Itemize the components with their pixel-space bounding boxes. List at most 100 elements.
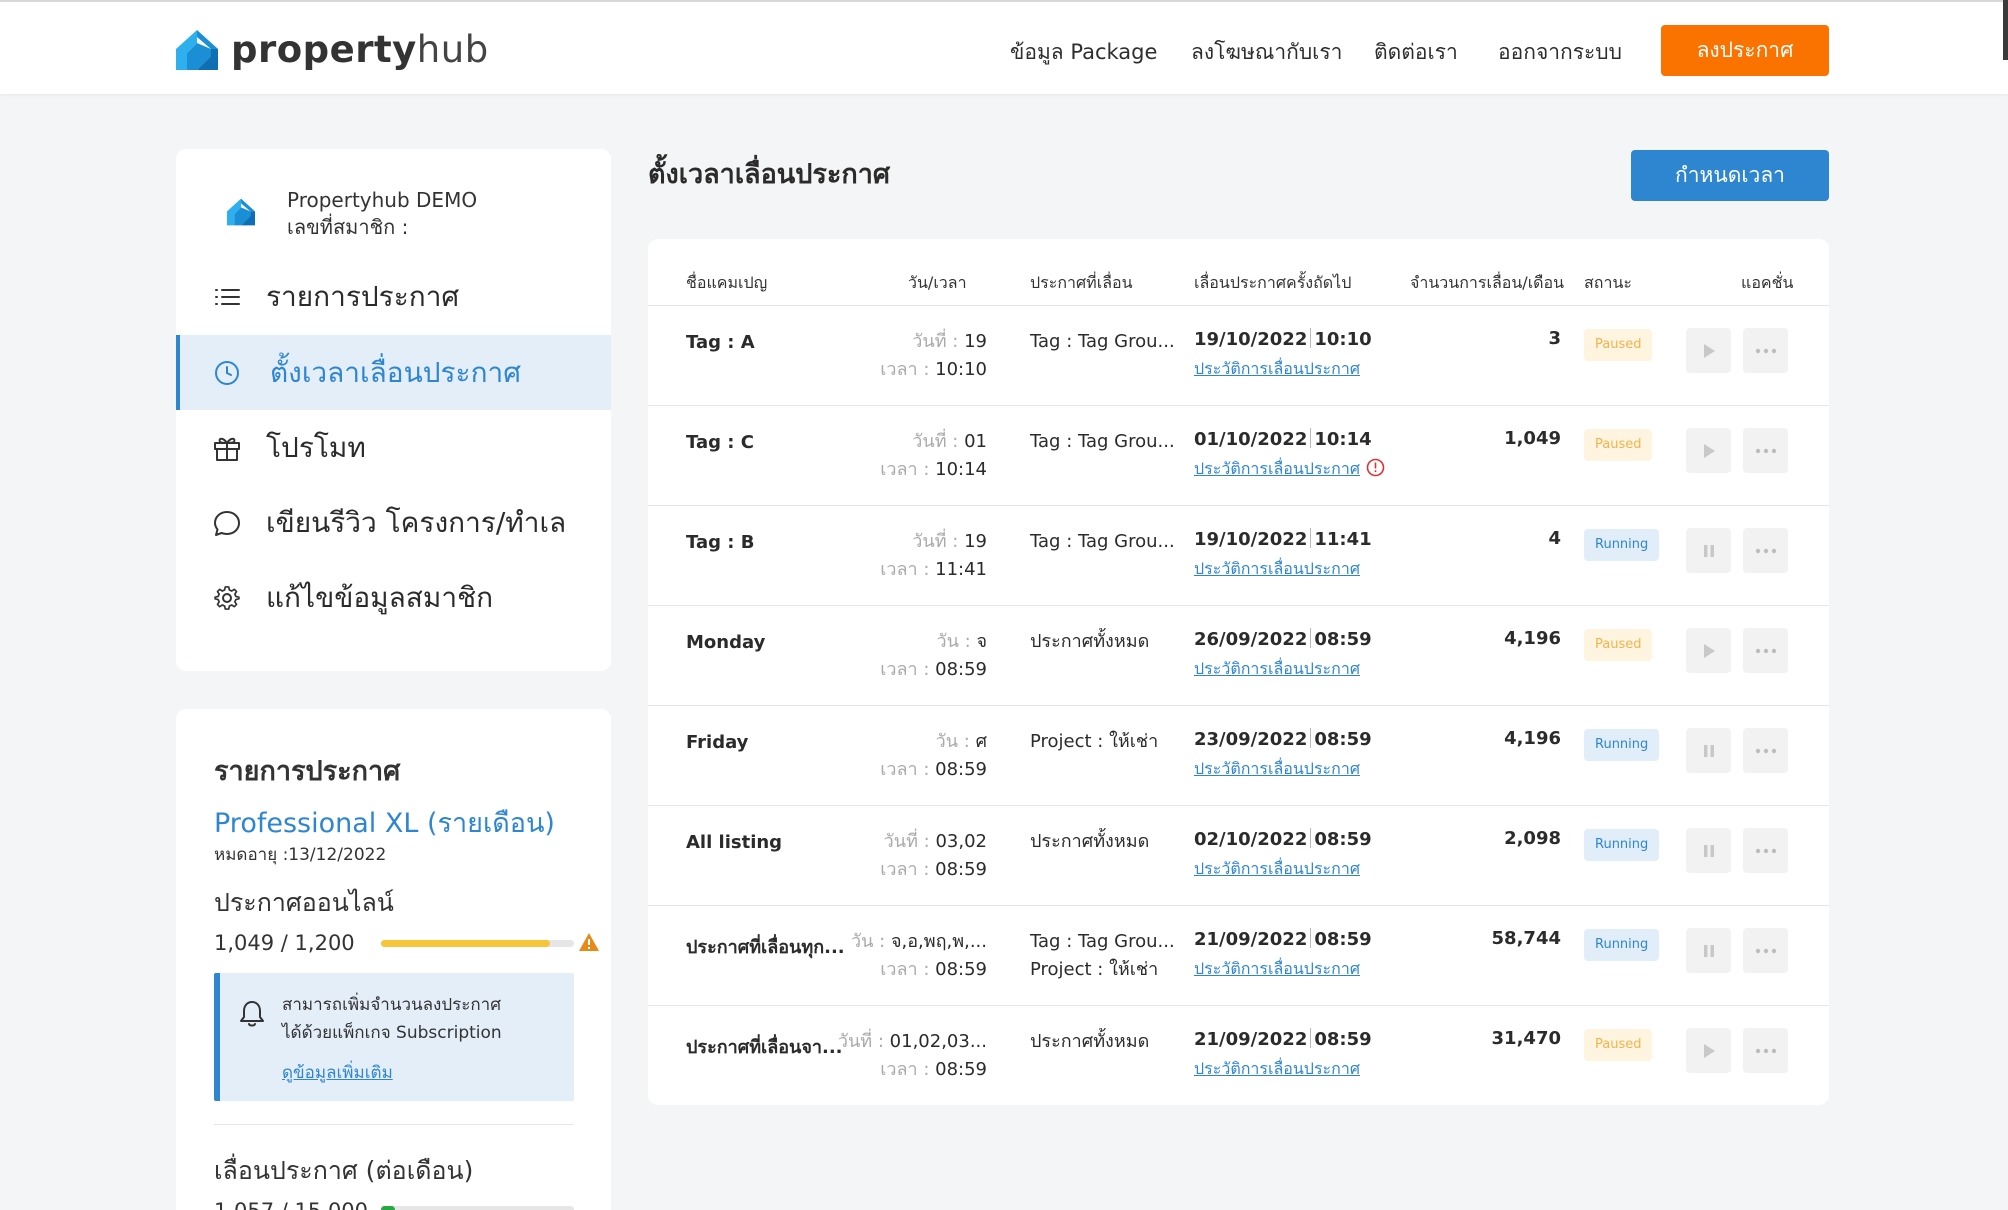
- target-listings: ประกาศทั้งหมด: [1030, 628, 1149, 656]
- day-value: 19: [964, 531, 987, 552]
- time-value: 08:59: [935, 859, 987, 880]
- bump-history-label: ประวัติการเลื่อนประกาศ: [1194, 459, 1360, 478]
- next-bump: 23/09/2022 08:59: [1194, 728, 1372, 750]
- time-label: เวลา :: [880, 959, 930, 980]
- play-button[interactable]: [1686, 1028, 1731, 1073]
- gear-icon: [214, 586, 240, 610]
- day-label: วันที่ :: [912, 531, 959, 552]
- notice-more-info-link[interactable]: ดูข้อมูลเพิ่มเติม: [282, 1063, 393, 1083]
- bump-history-link[interactable]: ประวัติการเลื่อนประกาศ: [1194, 757, 1360, 782]
- play-button[interactable]: [1686, 428, 1731, 473]
- column-header-monthly-count: จำนวนการเลื่อน/เดือน: [1410, 273, 1565, 292]
- next-bump-time: 11:41: [1314, 529, 1372, 550]
- target-line: Project : ให้เช่า: [1030, 959, 1159, 980]
- pause-button[interactable]: [1686, 828, 1731, 873]
- monthly-bump-count: 4: [1548, 528, 1561, 549]
- bump-history-label: ประวัติการเลื่อนประกาศ: [1194, 859, 1360, 878]
- day-label: วัน :: [936, 631, 971, 652]
- more-actions-button[interactable]: [1743, 428, 1788, 473]
- monthly-bump-count: 58,744: [1491, 928, 1561, 949]
- pause-icon: [1703, 544, 1714, 557]
- sidebar-item-schedule[interactable]: ตั้งเวลาเลื่อนประกาศ: [176, 335, 611, 410]
- next-bump-time: 08:59: [1314, 829, 1372, 850]
- more-actions-button[interactable]: [1743, 928, 1788, 973]
- more-actions-button[interactable]: [1743, 528, 1788, 573]
- time-value: 08:59: [935, 959, 987, 980]
- target-listings: Tag : Tag Grou...: [1030, 528, 1175, 556]
- table-row: All listing วันที่ : 03,02 เวลา : 08:59 ประ…: [648, 805, 1829, 905]
- bump-history-link[interactable]: ประวัติการเลื่อนประกาศ: [1194, 657, 1360, 682]
- pause-button[interactable]: [1686, 728, 1731, 773]
- target-listings: Tag : Tag Grou...: [1030, 328, 1175, 356]
- schedule-table: ชื่อแคมเปญ วัน/เวลา ประกาศที่เลื่อน เลื่…: [648, 239, 1829, 1105]
- schedule-datetime: วัน : ศเวลา : 08:59: [880, 728, 987, 784]
- bump-history-link[interactable]: ประวัติการเลื่อนประกาศ: [1194, 557, 1360, 582]
- day-label: วันที่ :: [883, 831, 930, 852]
- more-dots-icon: [1755, 948, 1776, 953]
- sidebar-item-edit-profile[interactable]: แก้ไขข้อมูลสมาชิก: [176, 560, 611, 635]
- play-button[interactable]: [1686, 328, 1731, 373]
- next-bump: 19/10/2022 11:41: [1194, 528, 1372, 550]
- notice-text: สามารถเพิ่มจำนวนลงประกาศ ได้ด้วยแพ็กเกจ …: [282, 991, 502, 1047]
- day-value: 19: [964, 331, 987, 352]
- sidebar-item-review[interactable]: เขียนรีวิว โครงการ/ทำเล: [176, 485, 611, 560]
- set-schedule-button[interactable]: กำหนดเวลา: [1631, 150, 1829, 201]
- pause-icon: [1703, 944, 1714, 957]
- next-bump-time: 08:59: [1314, 729, 1372, 750]
- day-label: วัน :: [851, 931, 886, 952]
- package-expire-date: หมดอายุ :13/12/2022: [214, 845, 387, 865]
- divider: [214, 1124, 574, 1125]
- more-actions-button[interactable]: [1743, 828, 1788, 873]
- status-badge: Paused: [1584, 429, 1653, 461]
- sidebar-item-listings[interactable]: รายการประกาศ: [176, 259, 611, 334]
- nav-contact[interactable]: ติดต่อเรา: [1374, 40, 1458, 64]
- post-listing-button[interactable]: ลงประกาศ: [1661, 25, 1829, 76]
- sidebar-item-label: ตั้งเวลาเลื่อนประกาศ: [270, 355, 522, 389]
- time-value: 11:41: [935, 559, 987, 580]
- logo[interactable]: propertyhub: [175, 28, 489, 71]
- sidebar-item-promote[interactable]: โปรโมท: [176, 410, 611, 485]
- play-button[interactable]: [1686, 628, 1731, 673]
- pause-button[interactable]: [1686, 528, 1731, 573]
- more-actions-button[interactable]: [1743, 1028, 1788, 1073]
- time-value: 10:14: [935, 459, 987, 480]
- status-badge: Running: [1584, 529, 1660, 561]
- target-line: Tag : Tag Grou...: [1030, 331, 1175, 352]
- more-actions-button[interactable]: [1743, 628, 1788, 673]
- bump-history-link[interactable]: ประวัติการเลื่อนประกาศ: [1194, 357, 1360, 382]
- bump-history-link[interactable]: ประวัติการเลื่อนประกาศ: [1194, 1057, 1360, 1082]
- day-value: 03,02: [935, 831, 987, 852]
- bump-history-link[interactable]: ประวัติการเลื่อนประกาศ: [1194, 457, 1385, 482]
- status-badge: Paused: [1584, 329, 1653, 361]
- play-icon: [1703, 343, 1715, 358]
- chat-bubble-icon: [214, 511, 240, 536]
- more-actions-button[interactable]: [1743, 728, 1788, 773]
- pause-button[interactable]: [1686, 928, 1731, 973]
- nav-package-info[interactable]: ข้อมูล Package: [1010, 40, 1158, 64]
- nav-logout[interactable]: ออกจากระบบ: [1498, 40, 1622, 64]
- top-header: propertyhub ข้อมูล Package ลงโฆษณากับเรา…: [0, 0, 2008, 94]
- pause-icon: [1703, 844, 1714, 857]
- schedule-datetime: วันที่ : 03,02 เวลา : 08:59: [880, 828, 987, 884]
- bump-history-link[interactable]: ประวัติการเลื่อนประกาศ: [1194, 957, 1360, 982]
- separator: [1310, 328, 1312, 348]
- next-bump: 02/10/2022 08:59: [1194, 828, 1372, 850]
- profile-logo-icon: [227, 198, 255, 226]
- campaign-name: Tag : A: [686, 332, 755, 353]
- nav-advertise[interactable]: ลงโฆษณากับเรา: [1191, 40, 1343, 64]
- package-name[interactable]: Professional XL (รายเดือน): [214, 808, 555, 839]
- more-actions-button[interactable]: [1743, 328, 1788, 373]
- propertyhub-logo-icon: [176, 29, 218, 70]
- next-bump-date: 19/10/2022: [1194, 329, 1308, 350]
- next-bump: 26/09/2022 08:59: [1194, 628, 1372, 650]
- column-header-next-bump: เลื่อนประกาศครั้งถัดไป: [1194, 273, 1352, 292]
- next-bump: 21/09/2022 08:59: [1194, 1028, 1372, 1050]
- day-value: จ,อ,พฤ,พ,...: [890, 931, 987, 952]
- campaign-name: ประกาศที่เลื่อนจา...: [686, 1037, 843, 1058]
- separator: [1310, 628, 1312, 648]
- next-bump-time: 08:59: [1314, 629, 1372, 650]
- schedule-datetime: วันที่ : 19 เวลา : 11:41: [880, 528, 987, 584]
- bump-history-link[interactable]: ประวัติการเลื่อนประกาศ: [1194, 857, 1360, 882]
- alert-circle-icon[interactable]: [1366, 458, 1385, 477]
- target-listings: Project : ให้เช่า: [1030, 728, 1158, 756]
